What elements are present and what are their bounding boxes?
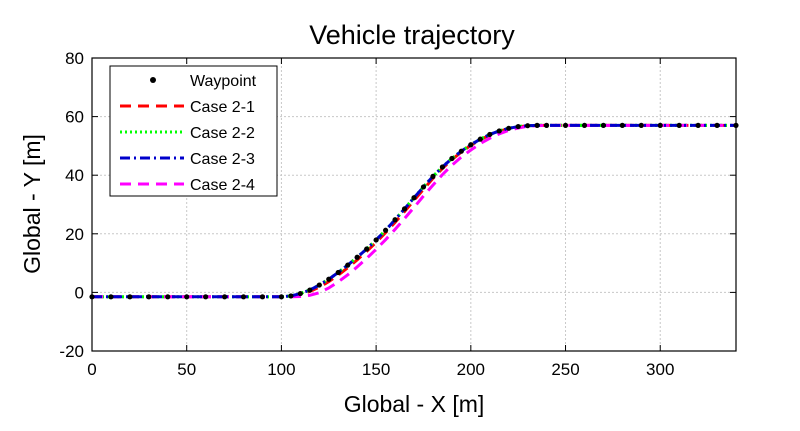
waypoint-marker [307,287,313,293]
y-axis-label: Global - Y [m] [19,134,45,274]
waypoint-marker [714,122,720,128]
legend: Waypoint Case 2-1 Case 2-2 Case 2-3 Case 2-4 [109,65,278,197]
x-tick-label: 0 [87,360,96,379]
x-tick-label: 300 [646,360,674,379]
waypoint-marker [477,136,483,142]
waypoint-marker [278,294,285,300]
y-tick-label: 80 [65,49,84,68]
waypoint-marker [203,294,209,300]
waypoint-marker [382,227,389,233]
waypoint-marker [676,122,682,128]
waypoint-marker [430,173,436,179]
waypoint-marker [345,262,351,268]
waypoint-marker [373,237,379,243]
grid [91,58,736,351]
waypoint-marker [127,294,133,300]
y-tick-label: 20 [65,225,84,244]
waypoint-marker [638,122,644,128]
waypoint-marker [619,122,625,128]
waypoint-marker [496,128,502,134]
x-tick-label: 200 [457,360,485,379]
legend-label: Case 2-4 [190,177,255,194]
waypoint-marker [449,155,455,162]
waypoint-marker [108,294,114,300]
series-line-case-2-3 [92,123,736,299]
waypoint-marker [165,294,171,300]
legend-marker-waypoint [150,77,156,83]
y-axis-ticks: -20 0 20 40 60 80 [59,49,736,361]
legend-label: Case 2-2 [190,125,255,142]
waypoint-marker [146,294,152,300]
x-tick-label: 150 [362,360,390,379]
legend-box [109,65,278,197]
series-layer [89,122,739,300]
y-tick-label: 60 [65,108,84,127]
legend-label: Case 2-1 [190,99,255,116]
waypoint-marker [401,206,408,212]
waypoint-marker [354,254,360,260]
waypoint-marker [487,131,493,138]
waypoint-marker [288,293,294,299]
waypoint-marker [543,122,550,128]
x-tick-label: 50 [177,360,196,379]
x-tick-label: 100 [267,360,295,379]
waypoint-marker [259,294,266,300]
y-tick-label: 0 [75,283,84,302]
series-waypoint [89,122,739,300]
waypoint-marker [534,122,540,128]
waypoint-marker [657,122,663,128]
waypoint-marker [458,148,464,154]
x-axis-label: Global - X [m] [344,391,485,417]
y-tick-label: -20 [59,342,84,361]
y-tick-label: 40 [65,166,84,185]
waypoint-marker [240,294,247,300]
waypoint-marker [506,125,512,131]
waypoint-marker [392,217,398,223]
waypoint-marker [326,276,332,282]
chart-title: Vehicle trajectory [309,20,515,50]
waypoint-marker [439,164,446,170]
waypoint-marker [562,122,569,128]
waypoint-marker [468,142,474,148]
waypoint-marker [411,195,417,201]
waypoint-marker [221,294,228,300]
x-tick-label: 250 [551,360,579,379]
plot-frame [91,57,737,352]
waypoint-marker [297,290,303,297]
x-axis-ticks: 0 50 100 150 200 250 300 [87,58,674,379]
waypoint-marker [525,123,531,129]
waypoint-marker [695,122,701,128]
waypoint-marker [600,122,607,128]
waypoint-marker [184,294,190,300]
waypoint-marker [581,122,588,128]
waypoint-marker [316,282,322,288]
waypoint-marker [515,123,521,130]
waypoint-marker [335,269,341,276]
waypoint-marker [420,184,427,190]
waypoint-marker [364,246,370,252]
legend-label: Case 2-3 [190,151,255,168]
legend-label: Waypoint [190,73,257,90]
